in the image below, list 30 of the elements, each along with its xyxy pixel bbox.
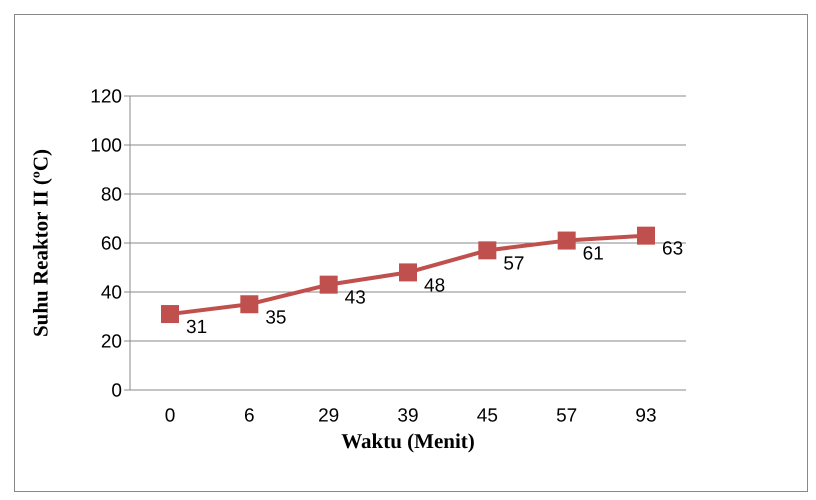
point: [240, 295, 258, 314]
x-tick-label: 29: [318, 405, 340, 426]
y-tick-label: 40: [100, 282, 122, 304]
point: [478, 241, 496, 260]
y-tick-label: 120: [90, 86, 122, 108]
data-label: 48: [424, 275, 446, 296]
x-tick-label: 45: [476, 405, 498, 426]
data-label: 35: [265, 307, 286, 328]
point: [399, 263, 417, 282]
x-tick-label: 57: [556, 405, 578, 426]
point: [320, 276, 338, 294]
point: [637, 226, 655, 245]
y-tick-label: 100: [90, 136, 122, 157]
y-tick-label: 20: [100, 332, 122, 353]
data-label: 57: [503, 253, 524, 274]
y-tick-label: 60: [100, 234, 122, 255]
x-tick-label: 0: [164, 405, 176, 426]
x-tick-label: 6: [244, 405, 255, 426]
x-tick-label: 93: [635, 405, 657, 426]
point: [558, 232, 576, 250]
data-label: 63: [662, 238, 684, 260]
y-axis-title: Suhu Reaktor II (ºC): [28, 149, 52, 337]
data-label: 43: [344, 288, 366, 309]
y-tick-label: 0: [111, 380, 122, 402]
x-axis-title: Waktu (Menit): [341, 429, 475, 453]
data-label: 31: [186, 317, 208, 338]
point: [161, 305, 179, 324]
y-tick-label: 80: [100, 184, 122, 206]
data-label: 61: [582, 244, 604, 265]
x-tick-label: 39: [397, 405, 419, 426]
